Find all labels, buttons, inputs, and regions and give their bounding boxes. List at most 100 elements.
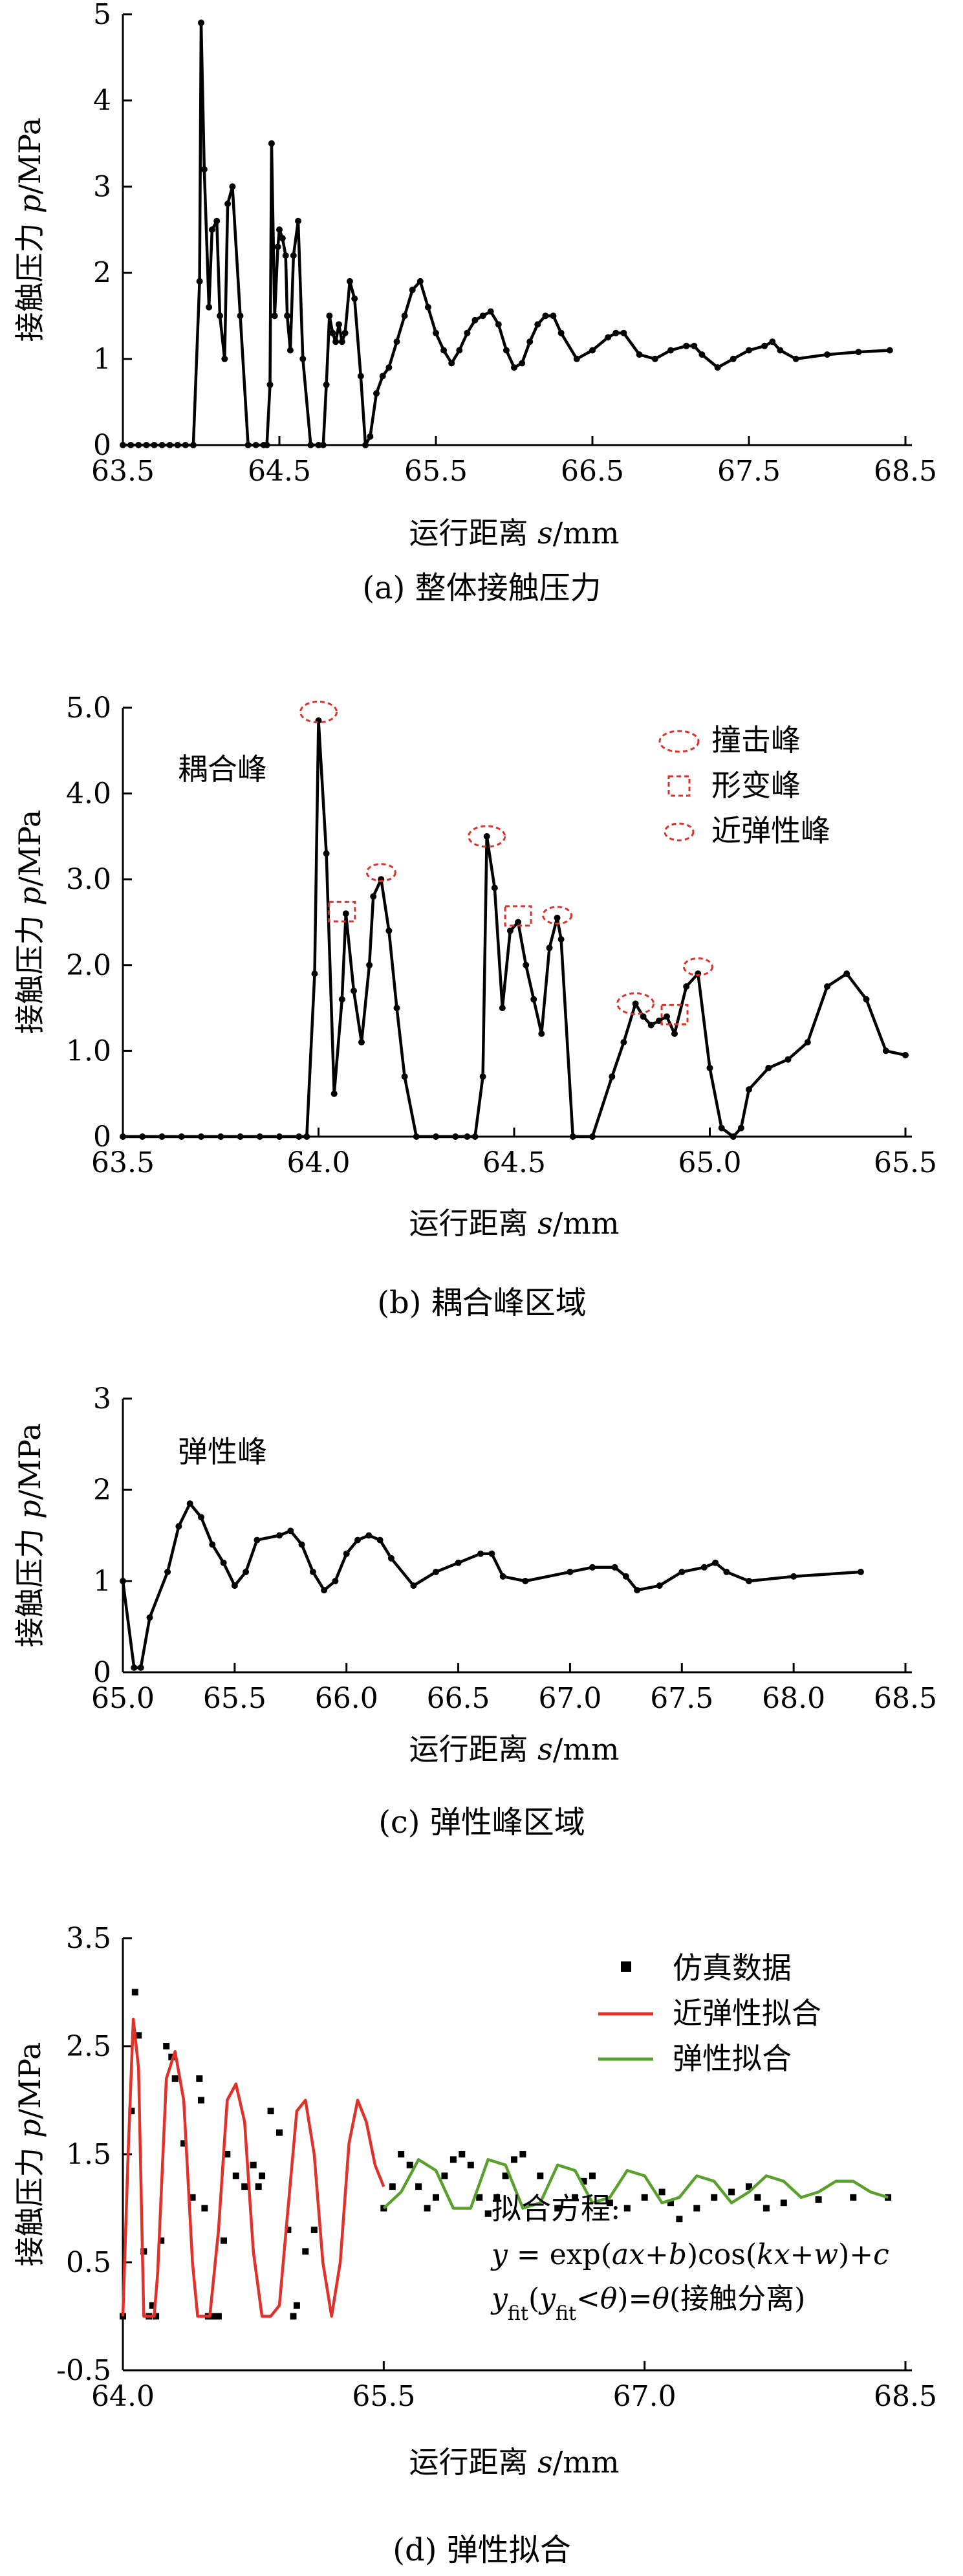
panel-a-axes: 63.5 64.5 65.5 66.5 67.5 68.5 0 1 2 3 4 5 [91,0,937,488]
data-point [127,442,135,448]
data-point [506,927,514,934]
simulation-data-point [441,2172,448,2179]
data-point [433,1133,439,1140]
legend-deformation-peak-symbol [667,775,691,797]
near-elastic-peak-marker [542,906,573,925]
data-point [526,338,534,345]
data-point [120,442,126,448]
legend-item-near-elastic-fit: 近弹性拟合 [673,1996,821,2031]
data-point [237,1133,244,1140]
data-point [376,1536,384,1544]
equation-token: + [645,2238,669,2271]
elastic-fit-line [382,2158,889,2210]
simulation-data-point [554,2205,561,2212]
data-point [863,996,870,1003]
xlabel-text: 运行距离 [409,1206,538,1241]
data-point [387,1555,395,1562]
xlabel-var: s [537,2445,553,2480]
simulation-data-point [285,2226,292,2233]
data-point [393,1005,400,1012]
data-point [358,1039,365,1046]
simulation-data-point [398,2151,405,2157]
equation-token: c [873,2238,889,2271]
data-point [433,1568,439,1575]
data-point [367,433,374,440]
simulation-data-point [198,2097,204,2104]
data-point [723,1568,730,1575]
data-point [336,321,342,328]
panel-d-plot [120,1989,892,2320]
simulation-data-point [433,2194,439,2201]
ylabel-text: 接触压力 [12,1519,47,1648]
data-point [343,1550,350,1557]
data-point [182,442,189,448]
ylabel-unit: /MPa [12,2042,47,2119]
data-point [401,312,408,320]
data-point [554,914,561,921]
data-point [567,1568,574,1575]
data-point [902,1052,909,1058]
data-point [373,390,380,397]
data-point [266,381,274,388]
x-tick-label: 65.5 [404,455,468,488]
simulation-data-point [310,2226,318,2233]
data-point [401,1073,408,1080]
data-point [777,347,784,354]
data-point [471,316,479,323]
xlabel-var: s [537,516,553,551]
panel-a-ylabel: 接触压力 p/MPa [12,118,47,342]
ylabel-var: p [12,194,47,213]
data-point [370,893,377,900]
data-point [196,278,203,285]
data-point [263,442,270,448]
panel-b-ylabel: 接触压力 p/MPa [12,810,47,1034]
y-tick-label: 0.5 [66,2246,111,2279]
data-point [440,347,448,354]
simulation-data-point [189,2194,196,2201]
data-point [620,1039,627,1046]
data-point [329,329,336,336]
panel-c-axes: 65.0 65.5 66.0 66.5 67.0 67.5 68.0 68.5 0 1 2 3 [91,1382,937,1715]
data-point [229,183,236,190]
data-point [135,442,142,448]
simulation-data-point [293,2302,300,2309]
data-point [640,1013,647,1020]
y-tick-label: 2 [93,1474,111,1507]
simulation-data-point [201,2205,208,2212]
data-point [295,217,301,224]
xlabel-text: 运行距离 [409,1732,538,1767]
data-point [365,1532,373,1539]
data-point [287,1527,294,1534]
x-tick-label: 66.5 [427,1682,490,1715]
simulation-data-point [589,2172,596,2179]
simulation-data-point [746,2183,752,2190]
ylabel-var: p [12,2119,47,2137]
x-tick-label: 68.5 [874,1682,937,1715]
data-point [634,1587,641,1594]
y-tick-label: 3.0 [66,863,111,896]
data-point [538,1030,545,1037]
data-point [448,360,455,367]
simulation-data-point [302,2248,309,2255]
data-point [338,338,345,345]
data-point [357,373,364,380]
simulation-data-point [276,2129,283,2136]
data-point [341,329,349,336]
equation-token: y [490,2282,508,2315]
data-point [186,1500,193,1507]
simulation-data-point [459,2151,466,2157]
data-point [417,278,424,285]
data-point [224,201,232,207]
data-point [746,347,752,354]
simulation-data-point [676,2216,683,2223]
data-point [479,1073,486,1080]
y-tick-label: 5.0 [66,692,111,725]
equation-token: < [576,2282,600,2315]
y-tick-label: 1 [93,1565,111,1598]
panel-b-region-label: 耦合峰 [178,752,267,787]
data-point [146,1614,153,1621]
data-point [303,1133,310,1140]
data-point [158,442,166,448]
simulation-data-point [493,2194,501,2201]
